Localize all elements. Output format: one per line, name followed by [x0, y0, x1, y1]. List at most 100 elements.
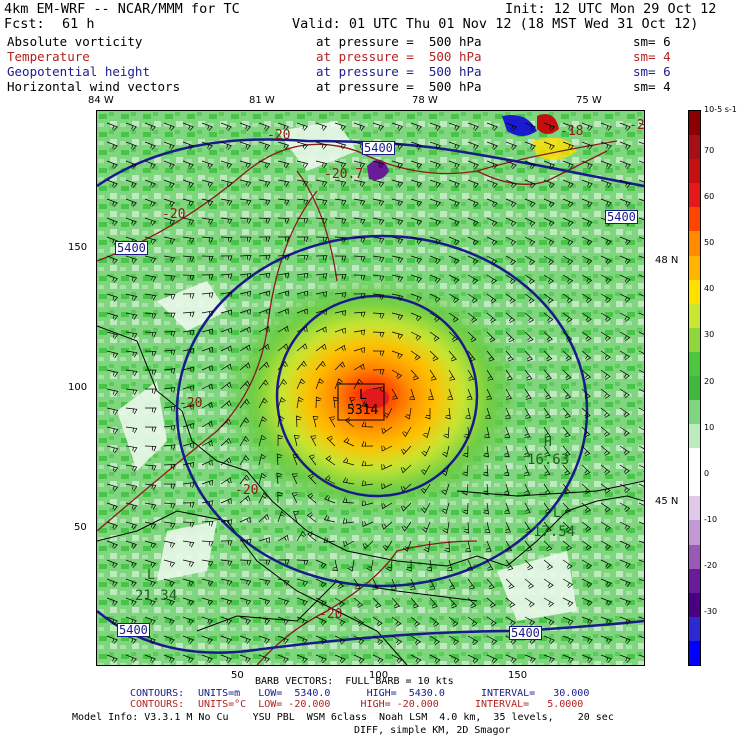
wind-barb [581, 616, 593, 626]
wind-barb [486, 597, 497, 608]
wind-barb [182, 423, 194, 429]
colorbar-segment [689, 448, 700, 473]
field-level: at pressure = 500 hPa [316, 34, 482, 49]
wind-barb [391, 255, 404, 264]
valid-time: Valid: 01 UTC Thu 01 Nov 12 (18 MST Wed … [292, 16, 699, 32]
wind-barb [277, 141, 290, 150]
wind-barb [125, 578, 137, 588]
wind-barb [315, 291, 328, 298]
wind-barb [543, 616, 555, 626]
wind-barb [277, 343, 289, 352]
barb-legend: BARB VECTORS: FULL BARB = 10 kts [255, 676, 454, 687]
wind-barb [381, 502, 393, 510]
wind-barb [296, 308, 308, 315]
wind-barb [485, 407, 491, 419]
wind-barb [144, 483, 157, 491]
wind-barb [315, 179, 328, 187]
wind-barb [353, 217, 366, 225]
wind-barb [296, 616, 308, 626]
wind-barb [201, 179, 214, 188]
wind-barb [296, 290, 309, 297]
wind-barb [443, 426, 450, 439]
temp-label-3: -20 [162, 207, 186, 222]
wind-barb [441, 464, 450, 477]
wind-barb [448, 236, 460, 246]
wind-barb [467, 350, 476, 362]
wind-barb [505, 388, 512, 400]
colorbar-segment [689, 520, 700, 546]
wind-barb [581, 122, 593, 132]
colorbar-tick-label: 50 [704, 238, 715, 248]
wind-barb [562, 483, 571, 495]
wind-barb [562, 464, 571, 476]
wind-barb [220, 236, 233, 243]
wind-barb [524, 521, 532, 533]
wind-barb [600, 179, 612, 189]
wind-barb [600, 597, 612, 607]
field-smoothing: sm= 6 [633, 34, 671, 49]
colorbar-segment [689, 231, 700, 256]
wind-barb [182, 404, 194, 410]
wind-barb [353, 378, 363, 390]
wind-barb [505, 616, 517, 627]
wind-barb [429, 350, 439, 362]
wind-barb [429, 597, 438, 609]
colorbar-segment [689, 592, 700, 618]
wind-barb [144, 198, 156, 208]
wind-barb [296, 635, 308, 645]
wind-barb [619, 559, 631, 569]
wind-barb [163, 312, 176, 319]
wind-barb [524, 597, 535, 608]
wind-barb [448, 179, 460, 189]
wind-barb [524, 198, 536, 208]
wind-barb [239, 380, 251, 390]
wind-barb [600, 616, 612, 626]
colorbar-segment [689, 568, 700, 594]
wind-barb [292, 454, 299, 466]
wind-barb [486, 578, 495, 590]
wind-barb [581, 369, 592, 380]
wind-barb [400, 464, 412, 474]
wind-barb [332, 559, 338, 572]
wind-barb [391, 236, 404, 245]
wind-barb [372, 255, 385, 263]
wind-barb [324, 494, 336, 504]
wind-barb [106, 483, 119, 492]
wind-barb [410, 255, 423, 264]
wind-barb [361, 401, 374, 409]
wind-barb [106, 236, 118, 246]
field-name: Absolute vorticity [7, 34, 143, 49]
wind-barb [361, 480, 374, 487]
wind-barb [220, 418, 232, 428]
wind-barb [600, 578, 612, 588]
wind-barb [239, 635, 252, 644]
wind-barb [619, 426, 630, 437]
wind-barb [638, 236, 644, 240]
wind-barb [201, 346, 213, 353]
wind-barb [353, 347, 365, 354]
wind-barb [391, 293, 404, 302]
wind-barb [182, 540, 195, 548]
wind-barb [163, 483, 176, 490]
wind-barb [258, 217, 271, 224]
wind-barb [465, 407, 471, 420]
wind-barb [163, 293, 176, 300]
colorbar-tick-label: 20 [704, 376, 715, 386]
wind-barb [581, 654, 593, 664]
wind-barb [315, 616, 327, 626]
colorbar-segment [689, 640, 700, 666]
wind-barb [543, 236, 555, 246]
wind-barb [638, 160, 644, 164]
wind-barb [619, 597, 631, 607]
wind-barb [581, 540, 592, 551]
wind-barb [293, 511, 299, 523]
wind-barb [163, 635, 175, 645]
height-label-southwest: 5400 [117, 623, 150, 637]
wind-barb [315, 236, 328, 243]
wind-barb [328, 416, 336, 428]
wind-barb [315, 654, 327, 664]
wind-barb [391, 616, 402, 627]
wind-barb [600, 331, 611, 342]
height-contour-5370 [175, 234, 589, 588]
wind-barb [144, 635, 156, 645]
